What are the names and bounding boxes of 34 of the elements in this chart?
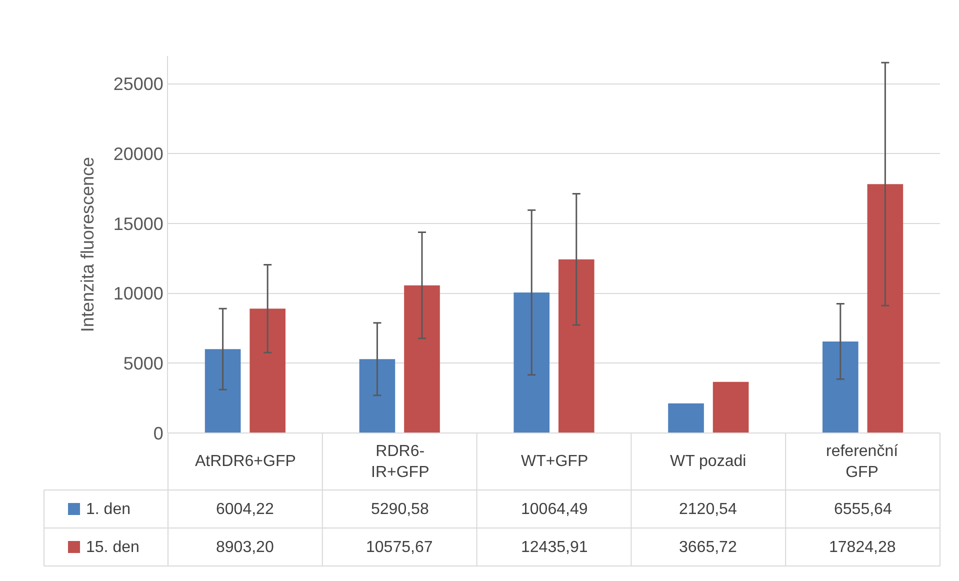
y-tick-label: 5000	[123, 353, 164, 374]
y-tick-label: 10000	[113, 284, 164, 304]
x-tick-label: RDR6-IR+GFP	[371, 443, 430, 481]
bar	[822, 341, 858, 433]
y-tick-label: 20000	[113, 144, 164, 164]
y-axis-title: Intenzita fluorescence	[78, 156, 98, 332]
data-label: 6004,22	[216, 501, 274, 518]
data-label: 8903,20	[216, 539, 274, 556]
x-tick-label: AtRDR6+GFP	[195, 453, 296, 470]
bar	[359, 359, 396, 433]
x-tick-label: WT pozadi	[670, 453, 746, 470]
x-tick-label: referenční GFP	[826, 443, 899, 481]
bar	[404, 285, 440, 433]
data-label: 2120,54	[679, 501, 737, 518]
bar	[204, 349, 241, 433]
legend-label: 1. den	[86, 501, 130, 518]
bar	[250, 308, 286, 433]
data-label: 5290,58	[371, 501, 429, 518]
x-tick-label: WT+GFP	[521, 453, 588, 470]
data-label: 12435,91	[521, 539, 588, 556]
data-label: 3665,72	[679, 539, 737, 556]
data-label: 6555,64	[834, 501, 892, 518]
y-tick-label: 15000	[113, 214, 164, 234]
bar	[668, 403, 704, 433]
data-label: 10064,49	[521, 501, 588, 518]
y-tick-label: 25000	[113, 74, 164, 94]
legend-label: 15. den	[86, 539, 140, 556]
y-tick-label: 0	[153, 423, 164, 444]
data-label: 17824,28	[829, 539, 896, 556]
bar	[514, 292, 550, 433]
bar	[867, 184, 904, 433]
data-label: 10575,67	[366, 539, 433, 556]
bar	[712, 382, 749, 433]
bar	[558, 259, 594, 433]
